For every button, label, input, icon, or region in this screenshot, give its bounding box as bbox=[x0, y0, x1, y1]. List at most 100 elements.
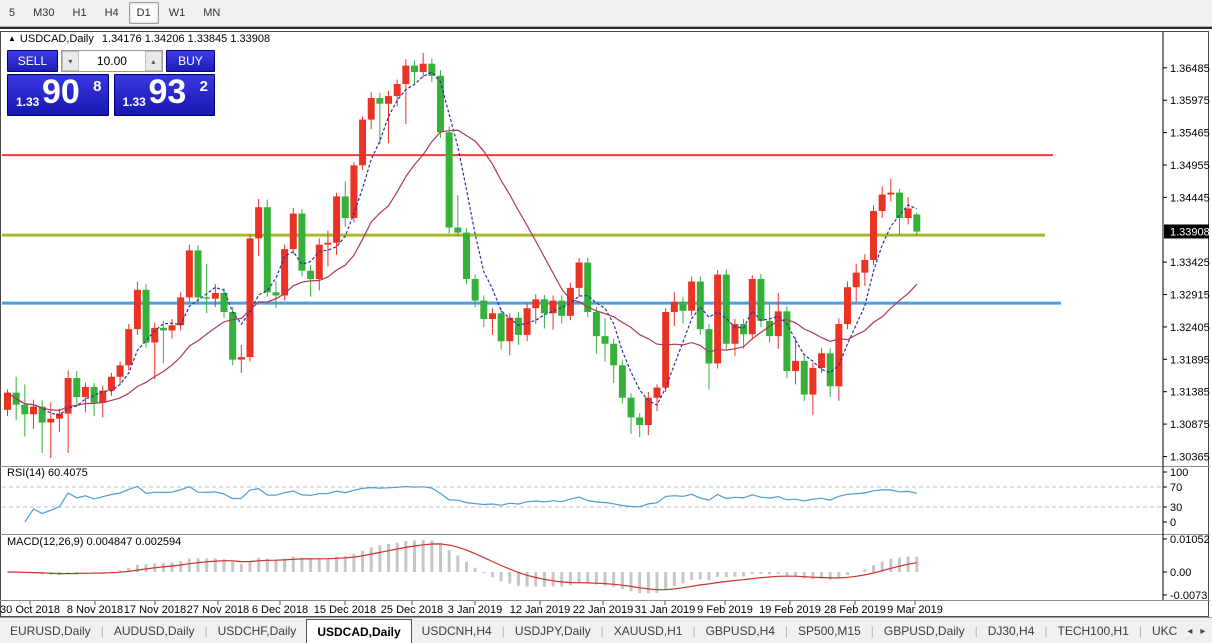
candle[interactable] bbox=[428, 63, 436, 76]
candle[interactable] bbox=[488, 313, 496, 319]
chart-canvas[interactable]: 1.36485 1.35975 1.35465 1.34955 1.34445 1.334… bbox=[0, 31, 1210, 617]
candle[interactable] bbox=[766, 320, 774, 337]
candle[interactable] bbox=[55, 413, 63, 419]
chart-tab-usdcnh[interactable]: USDCNH,H4 bbox=[421, 624, 492, 638]
tab-scroll-right-icon[interactable]: ▸ bbox=[1200, 625, 1206, 637]
candle[interactable] bbox=[705, 329, 713, 364]
candle[interactable] bbox=[419, 63, 427, 72]
candle[interactable] bbox=[826, 353, 834, 387]
candle[interactable] bbox=[341, 196, 349, 219]
sell-price-panel[interactable]: 1.33 90 8 bbox=[7, 73, 109, 116]
candle[interactable] bbox=[185, 250, 193, 298]
candle[interactable] bbox=[203, 297, 211, 299]
candle[interactable] bbox=[151, 327, 159, 343]
candle[interactable] bbox=[90, 386, 98, 403]
candle[interactable] bbox=[38, 406, 46, 423]
sell-button[interactable]: SELL bbox=[7, 50, 58, 72]
candle[interactable] bbox=[47, 418, 55, 423]
candle[interactable] bbox=[575, 262, 583, 288]
candle[interactable] bbox=[359, 119, 367, 166]
tab-scroll-left-icon[interactable]: ◂ bbox=[1187, 625, 1193, 637]
chart-tab-usdchf[interactable]: USDCHF,Daily bbox=[217, 624, 297, 638]
candle[interactable] bbox=[696, 281, 704, 330]
chart-tab-tech100[interactable]: TECH100,H1 bbox=[1057, 624, 1129, 638]
candle[interactable] bbox=[679, 301, 687, 311]
candle[interactable] bbox=[73, 378, 81, 398]
chart-tab-audusd[interactable]: AUDUSD,Daily bbox=[113, 624, 195, 638]
candle[interactable] bbox=[844, 287, 852, 325]
candle[interactable] bbox=[99, 390, 107, 403]
candle[interactable] bbox=[194, 250, 202, 298]
candle[interactable] bbox=[125, 329, 133, 366]
candle[interactable] bbox=[367, 98, 375, 120]
candle[interactable] bbox=[116, 365, 124, 377]
candle[interactable] bbox=[887, 192, 895, 195]
candle[interactable] bbox=[601, 336, 609, 344]
candle[interactable] bbox=[298, 213, 306, 271]
buy-button[interactable]: BUY bbox=[165, 50, 215, 72]
timeframe-button-h1[interactable]: H1 bbox=[72, 7, 87, 19]
candle[interactable] bbox=[281, 249, 289, 296]
candle[interactable] bbox=[21, 404, 29, 415]
chart-tab-dj30[interactable]: DJ30,H4 bbox=[987, 624, 1035, 638]
candle[interactable] bbox=[289, 213, 297, 250]
candle[interactable] bbox=[437, 75, 444, 133]
candle[interactable] bbox=[748, 278, 756, 335]
candle[interactable] bbox=[411, 65, 419, 72]
candle[interactable] bbox=[653, 387, 661, 398]
candle[interactable] bbox=[142, 289, 150, 343]
candle[interactable] bbox=[636, 417, 644, 426]
candle[interactable] bbox=[4, 392, 11, 410]
candle[interactable] bbox=[272, 292, 280, 296]
candle[interactable] bbox=[255, 207, 263, 239]
volume-decrease-button[interactable]: ▾ bbox=[61, 51, 79, 71]
candle[interactable] bbox=[818, 353, 826, 368]
candle[interactable] bbox=[237, 357, 245, 360]
candle[interactable] bbox=[809, 367, 817, 395]
buy-price-panel[interactable]: 1.33 93 2 bbox=[113, 73, 215, 116]
candle[interactable] bbox=[714, 274, 722, 364]
candle[interactable] bbox=[627, 397, 635, 418]
candle[interactable] bbox=[471, 278, 479, 301]
ma-slow-line[interactable] bbox=[7, 129, 918, 412]
candle[interactable] bbox=[895, 192, 903, 219]
candle[interactable] bbox=[549, 300, 557, 314]
candle[interactable] bbox=[462, 232, 470, 279]
candle[interactable] bbox=[644, 397, 652, 426]
timeframe-button-5[interactable]: 5 bbox=[9, 7, 16, 19]
candle[interactable] bbox=[800, 360, 808, 395]
candle[interactable] bbox=[913, 214, 921, 232]
candle[interactable] bbox=[246, 238, 254, 358]
chart-tab-usdjpy[interactable]: USDJPY,Daily bbox=[514, 624, 591, 638]
candle[interactable] bbox=[445, 132, 453, 228]
candle[interactable] bbox=[81, 386, 89, 398]
candle[interactable] bbox=[731, 324, 739, 344]
candle[interactable] bbox=[618, 365, 626, 398]
candle[interactable] bbox=[454, 227, 462, 233]
candle[interactable] bbox=[324, 242, 332, 245]
candle[interactable] bbox=[107, 376, 115, 391]
timeframe-button-h4[interactable]: H4 bbox=[104, 7, 119, 19]
candle[interactable] bbox=[168, 325, 176, 331]
candle[interactable] bbox=[514, 317, 522, 335]
candle[interactable] bbox=[506, 317, 514, 342]
candle[interactable] bbox=[402, 65, 410, 85]
candle[interactable] bbox=[835, 324, 843, 387]
candle[interactable] bbox=[792, 360, 800, 372]
candle[interactable] bbox=[592, 312, 600, 337]
timeframe-button-mn[interactable]: MN bbox=[203, 7, 221, 19]
timeframe-button-w1[interactable]: W1 bbox=[168, 7, 186, 19]
candle[interactable] bbox=[783, 311, 791, 372]
candle[interactable] bbox=[393, 84, 401, 97]
candle[interactable] bbox=[688, 281, 696, 311]
candle[interactable] bbox=[757, 278, 765, 321]
candle[interactable] bbox=[497, 313, 505, 342]
ma-fast-line[interactable] bbox=[7, 71, 918, 416]
candle[interactable] bbox=[333, 196, 341, 243]
candle[interactable] bbox=[480, 300, 488, 319]
candle[interactable] bbox=[307, 270, 315, 279]
candle[interactable] bbox=[177, 297, 185, 326]
candle[interactable] bbox=[133, 289, 141, 330]
candle[interactable] bbox=[211, 292, 219, 299]
timeframe-button-d1[interactable]: D1 bbox=[128, 2, 159, 24]
